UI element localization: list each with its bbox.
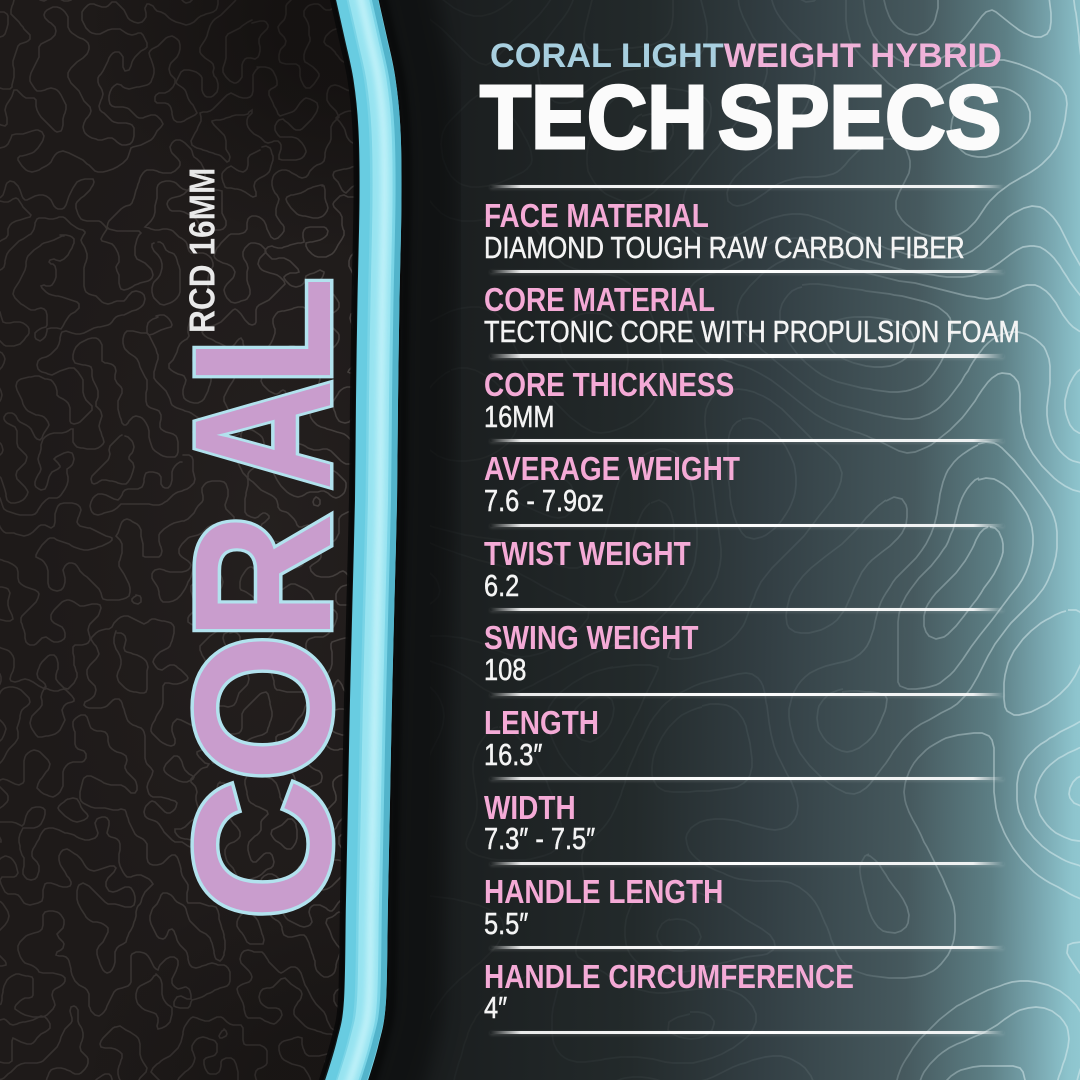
svg-text:R: R bbox=[153, 513, 372, 641]
svg-text:L: L bbox=[154, 276, 371, 387]
svg-text:C: C bbox=[154, 778, 372, 920]
svg-text:RCD 16MM: RCD 16MM bbox=[183, 168, 223, 333]
svg-text:A: A bbox=[155, 379, 373, 490]
svg-text:O: O bbox=[153, 633, 371, 782]
